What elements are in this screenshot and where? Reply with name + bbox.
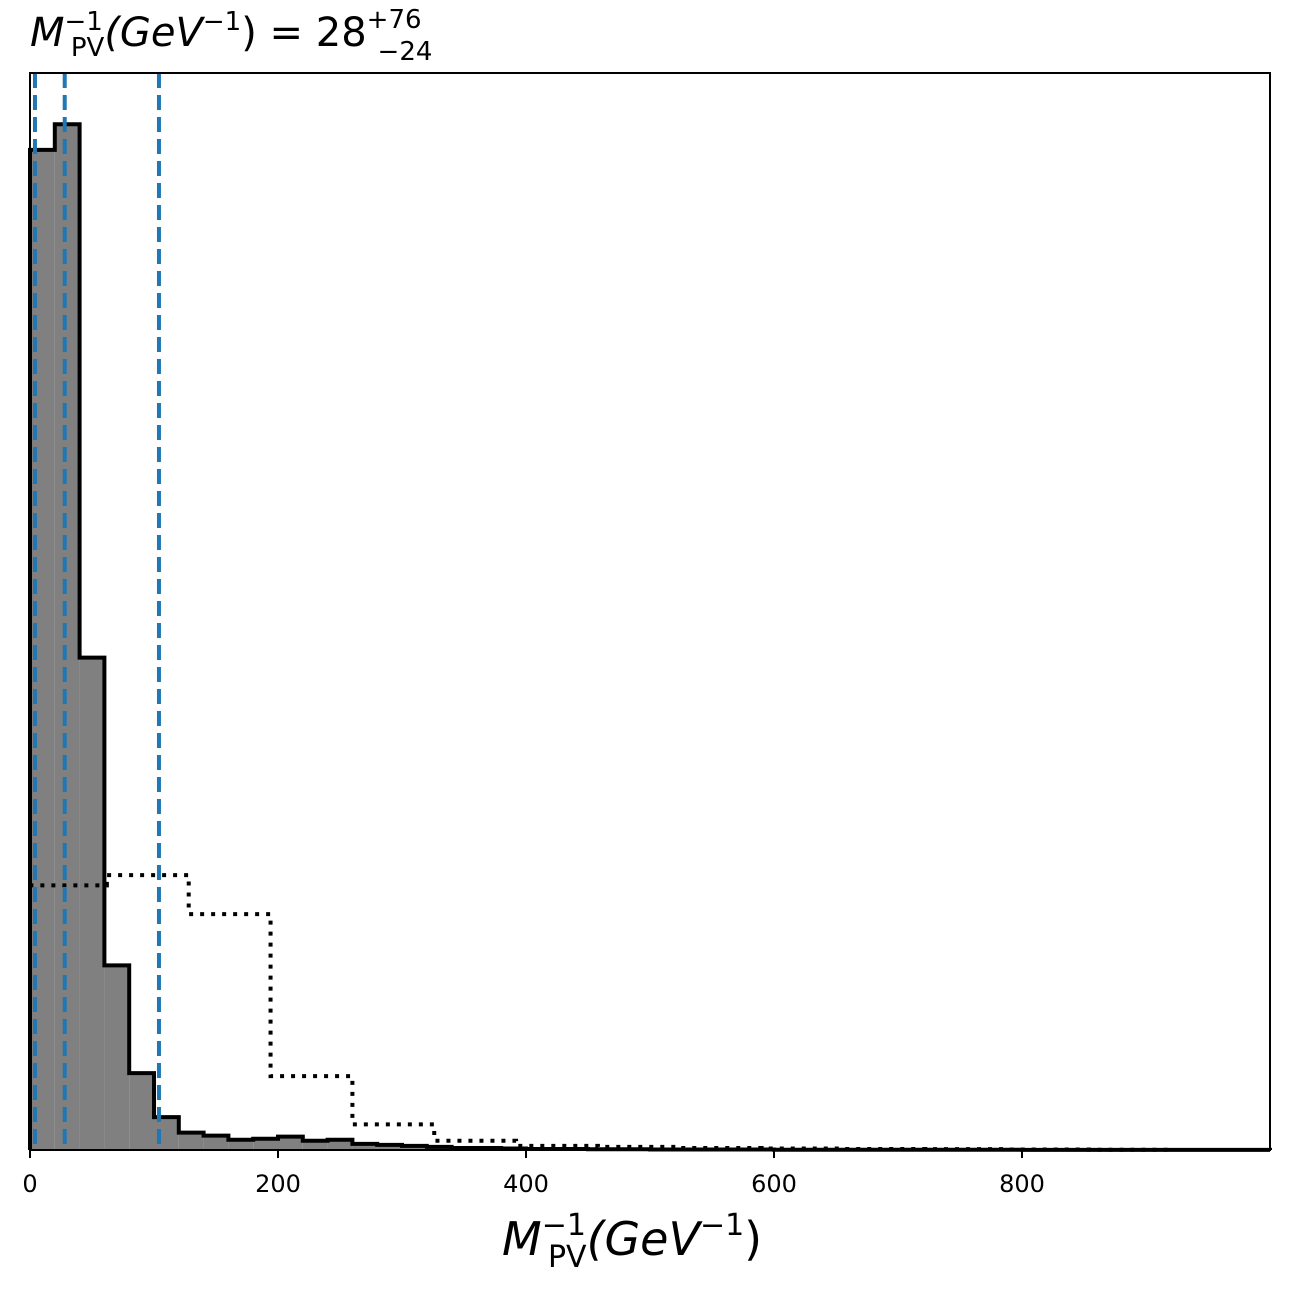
posterior-bar (104, 965, 130, 1150)
x-tick-label: 600 (751, 1170, 797, 1198)
plot-frame (29, 72, 1271, 1151)
x-tick-label: 0 (22, 1170, 37, 1198)
posterior-bar (79, 657, 105, 1150)
title-unit-sup: −1 (203, 7, 241, 37)
xlabel-symbol: M (502, 1212, 542, 1266)
title-sub: PV (71, 33, 105, 63)
x-axis-label: M−1 PV(GeV−1) (502, 1208, 762, 1275)
title-equals-value: = 28 (257, 10, 367, 56)
posterior-bar (54, 124, 80, 1150)
x-tick-label: 200 (255, 1170, 301, 1198)
prior-outline (28, 873, 1173, 1152)
posterior-bar (377, 1144, 402, 1150)
credible-interval-lines (32, 73, 161, 1150)
x-axis: 0 200 400 600 800 (22, 1150, 1045, 1198)
xlabel-unit-sup: −1 (700, 1208, 744, 1243)
title-err-minus: −24 (378, 37, 433, 67)
posterior-bar (278, 1136, 303, 1150)
posterior-bar (178, 1132, 204, 1150)
xlabel-sub: PV (548, 1240, 587, 1275)
posterior-bar (203, 1135, 229, 1150)
posterior-bar (402, 1145, 427, 1150)
posterior-bar (129, 1073, 154, 1150)
title-err-plus: +76 (367, 5, 422, 35)
title-symbol: M (30, 10, 65, 56)
xlabel-sup: −1 (542, 1208, 586, 1243)
chart-title: M−1 PV(GeV−1) = 28+76 −24 (30, 5, 432, 67)
xlabel-unit-open: (GeV (587, 1212, 704, 1266)
posterior-bar (352, 1143, 378, 1150)
posterior-bar (327, 1139, 353, 1150)
title-unit-open: (GeV (104, 10, 205, 56)
x-tick-label: 400 (503, 1170, 549, 1198)
xlabel-unit-close: ) (744, 1212, 762, 1266)
title-unit-close: ) (241, 10, 257, 56)
posterior-bar (302, 1140, 328, 1150)
title-sup: −1 (65, 7, 103, 37)
prior-histogram (28, 873, 1173, 1152)
posterior-bar (253, 1138, 278, 1150)
x-tick-label: 800 (999, 1170, 1045, 1198)
posterior-bar (228, 1139, 254, 1150)
